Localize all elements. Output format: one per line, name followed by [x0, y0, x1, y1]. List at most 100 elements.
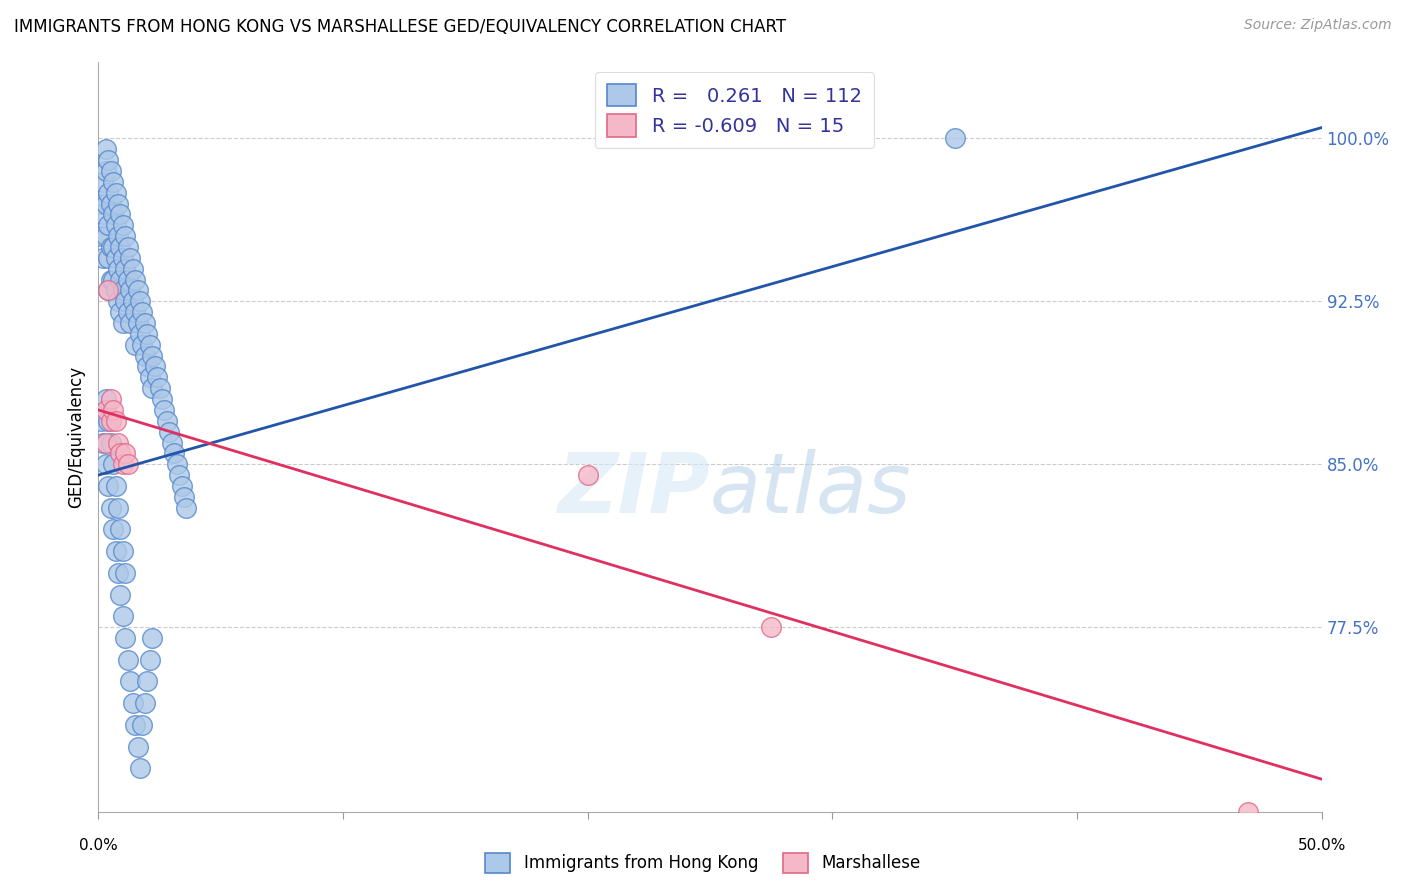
Point: [104, 479, 127, 493]
Point: [117, 457, 139, 471]
Point: [150, 392, 173, 406]
Point: [94, 392, 117, 406]
Point: [91, 207, 114, 221]
Legend: R =   0.261   N = 112, R = -0.609   N = 15: R = 0.261 N = 112, R = -0.609 N = 15: [596, 72, 873, 148]
Text: 0.0%: 0.0%: [79, 838, 118, 853]
Point: [131, 338, 153, 352]
Point: [131, 718, 153, 732]
Point: [101, 207, 124, 221]
Point: [97, 414, 120, 428]
Text: Source: ZipAtlas.com: Source: ZipAtlas.com: [1244, 18, 1392, 32]
Point: [146, 370, 169, 384]
Point: [97, 186, 120, 200]
Point: [114, 446, 136, 460]
Point: [156, 414, 179, 428]
Point: [127, 739, 149, 754]
Point: [107, 500, 129, 515]
Point: [90, 414, 112, 428]
Point: [124, 305, 146, 319]
Point: [101, 272, 124, 286]
Point: [121, 294, 143, 309]
Point: [157, 425, 180, 439]
Point: [111, 544, 134, 558]
Point: [104, 284, 127, 298]
Point: [104, 251, 127, 265]
Point: [117, 240, 139, 254]
Point: [101, 175, 124, 189]
Point: [163, 446, 186, 460]
Point: [129, 294, 152, 309]
Point: [117, 272, 139, 286]
Point: [94, 457, 117, 471]
Point: [100, 240, 122, 254]
Point: [101, 522, 124, 536]
Point: [114, 566, 136, 580]
Point: [104, 544, 127, 558]
Point: [110, 446, 132, 460]
Point: [97, 284, 120, 298]
Point: [91, 251, 114, 265]
Point: [94, 229, 117, 244]
Point: [121, 696, 143, 710]
Point: [136, 674, 159, 689]
Point: [153, 403, 176, 417]
Point: [107, 435, 129, 450]
Point: [114, 294, 136, 309]
Text: 50.0%: 50.0%: [1298, 838, 1346, 853]
Point: [111, 457, 134, 471]
Point: [134, 316, 156, 330]
Point: [127, 316, 149, 330]
Point: [943, 131, 966, 145]
Point: [94, 403, 117, 417]
Point: [139, 338, 162, 352]
Point: [111, 609, 134, 624]
Point: [104, 219, 127, 233]
Point: [121, 261, 143, 276]
Point: [114, 261, 136, 276]
Point: [110, 272, 132, 286]
Point: [114, 229, 136, 244]
Point: [173, 490, 195, 504]
Point: [94, 164, 117, 178]
Point: [94, 435, 117, 450]
Point: [94, 142, 117, 156]
Point: [107, 196, 129, 211]
Point: [120, 284, 142, 298]
Point: [117, 653, 139, 667]
Point: [97, 251, 120, 265]
Point: [101, 403, 124, 417]
Point: [176, 500, 198, 515]
Point: [107, 261, 129, 276]
Point: [124, 272, 146, 286]
Point: [134, 349, 156, 363]
Text: ZIP: ZIP: [557, 449, 710, 530]
Point: [107, 566, 129, 580]
Text: atlas: atlas: [710, 449, 911, 530]
Point: [100, 392, 122, 406]
Point: [100, 164, 122, 178]
Point: [120, 316, 142, 330]
Point: [97, 284, 120, 298]
Point: [166, 457, 188, 471]
Point: [141, 349, 163, 363]
Point: [139, 370, 162, 384]
Point: [101, 240, 124, 254]
Point: [110, 588, 132, 602]
Point: [129, 326, 152, 341]
Y-axis label: GED/Equivalency: GED/Equivalency: [67, 366, 86, 508]
Point: [97, 153, 120, 168]
Point: [111, 316, 134, 330]
Point: [149, 381, 172, 395]
Point: [104, 186, 127, 200]
Point: [110, 522, 132, 536]
Point: [131, 305, 153, 319]
Point: [136, 359, 159, 374]
Point: [107, 229, 129, 244]
Point: [100, 500, 122, 515]
Point: [91, 435, 114, 450]
Point: [120, 251, 142, 265]
Point: [100, 435, 122, 450]
Point: [110, 240, 132, 254]
Point: [94, 196, 117, 211]
Point: [111, 284, 134, 298]
